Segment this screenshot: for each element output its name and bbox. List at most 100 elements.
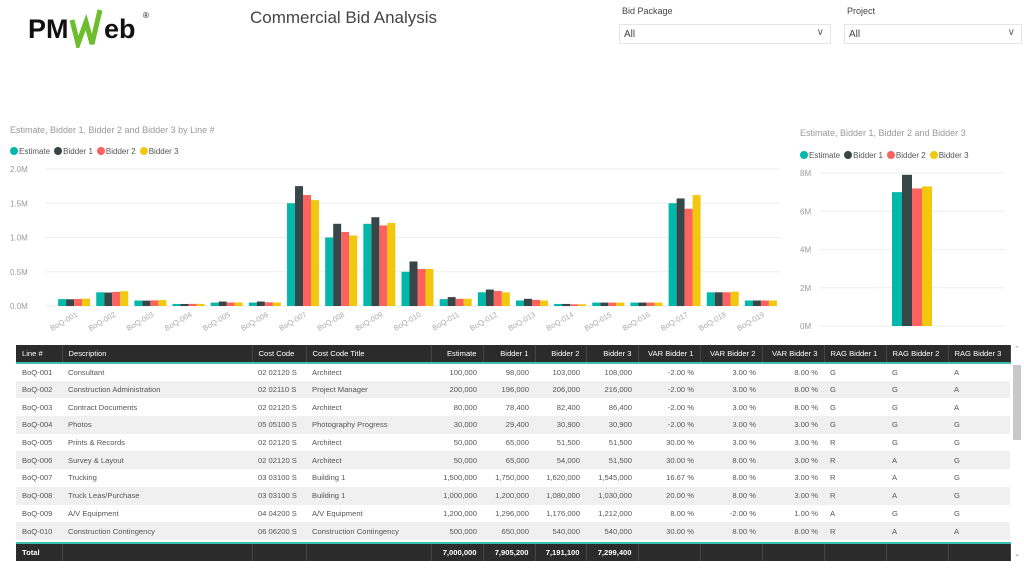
column-header[interactable]: Estimate xyxy=(431,345,484,364)
table-cell: BoQ-009 xyxy=(22,508,53,518)
table-cell: A/V Equipment xyxy=(312,508,363,518)
table-row[interactable]: BoQ-005 Prints & Records 02 02120 S Archite… xyxy=(16,434,1010,452)
bid-package-label: Bid Package xyxy=(622,6,673,16)
scroll-up-icon[interactable]: ⌃ xyxy=(1014,345,1020,353)
table-scrollbar[interactable]: ⌃ xyxy=(1012,345,1022,563)
table-cell: 8.00 % xyxy=(670,508,694,518)
table-cell: 03 03100 S xyxy=(258,473,297,483)
table-row[interactable]: BoQ-010 Construction Contingency 06 06200 … xyxy=(16,522,1010,540)
table-cell: 03 03100 S xyxy=(252,486,306,505)
column-header[interactable]: Bidder 3 xyxy=(586,345,639,364)
bar-estimate xyxy=(134,300,143,306)
column-header[interactable]: VAR Bidder 2 xyxy=(700,345,763,364)
y-tick-label: 0M xyxy=(800,322,811,331)
table-cell: 3.00 % xyxy=(794,473,818,483)
table-row[interactable]: BoQ-001 Consultant 02 02120 S Architect 100,… xyxy=(16,363,1010,381)
table-cell: BoQ-006 xyxy=(16,451,62,470)
column-header[interactable]: Description xyxy=(62,345,253,364)
bar-bidder-3 xyxy=(234,302,243,306)
legend-estimate: Estimate xyxy=(800,151,840,160)
table-cell: 3.00 % xyxy=(732,402,756,412)
project-dropdown[interactable]: All ∨ xyxy=(844,24,1022,44)
table-cell: Trucking xyxy=(68,473,97,483)
table-cell: 108,000 xyxy=(604,367,632,377)
table-cell: G xyxy=(892,438,898,448)
table-cell: 50,000 xyxy=(453,438,477,448)
table-cell: 3.00 % xyxy=(794,438,818,448)
x-tick-label: BoQ-013 xyxy=(506,310,537,333)
total-cell xyxy=(700,541,763,561)
column-header[interactable]: VAR Bidder 3 xyxy=(762,345,825,364)
bar-estimate xyxy=(287,203,296,306)
column-header[interactable]: RAG Bidder 3 xyxy=(948,345,1011,364)
table-row[interactable]: BoQ-002 Construction Administration 02 021… xyxy=(16,380,1010,399)
table-cell: Architect xyxy=(306,451,431,470)
table-cell: 02 02110 S xyxy=(252,380,306,399)
table-row[interactable]: BoQ-004 Photos 05 05100 S Photography Progr… xyxy=(16,416,1010,434)
bar-bidder-3 xyxy=(349,235,358,306)
table-cell: 30.00 % xyxy=(666,438,694,448)
bar-bidder-3 xyxy=(539,300,548,306)
column-header[interactable]: Bidder 2 xyxy=(535,345,587,364)
table-cell: BoQ-004 xyxy=(16,416,62,434)
bid-package-dropdown[interactable]: All ∨ xyxy=(619,24,831,44)
table-row[interactable]: BoQ-007 Trucking 03 03100 S Building 1 1,500… xyxy=(16,469,1010,487)
bar-bidder-3 xyxy=(654,302,663,306)
table-row[interactable]: BoQ-008 Truck Leas/Purchase 03 03100 S Buil… xyxy=(16,486,1010,505)
table-cell: 103,000 xyxy=(552,367,580,377)
column-header[interactable]: Cost Code Title xyxy=(306,345,432,364)
column-header[interactable]: RAG Bidder 2 xyxy=(886,345,949,364)
table-cell: -2.00 % xyxy=(638,380,700,399)
column-header[interactable]: Line # xyxy=(16,345,63,364)
column-header[interactable]: RAG Bidder 1 xyxy=(824,345,887,364)
table-cell: 02 02120 S xyxy=(258,438,297,448)
bar-bidder-2 xyxy=(760,300,769,306)
bar-bidder-3 xyxy=(82,298,91,306)
table-cell: A xyxy=(886,486,948,505)
table-cell: 30.00 % xyxy=(638,451,700,470)
scroll-down-icon[interactable]: ⌄ xyxy=(1014,550,1020,558)
table-cell: 206,000 xyxy=(535,380,586,399)
total-cell xyxy=(306,541,432,561)
column-header[interactable]: Bidder 1 xyxy=(483,345,536,364)
table-cell: 54,000 xyxy=(535,451,586,470)
table-cell: 82,400 xyxy=(556,402,580,412)
column-header[interactable]: Cost Code xyxy=(252,345,307,364)
table-cell: 8.00 % xyxy=(732,473,756,483)
bar-estimate xyxy=(58,299,67,306)
table-cell: 3.00 % xyxy=(762,416,824,434)
bar-estimate xyxy=(172,303,181,306)
bar-bidder-2 xyxy=(303,195,312,306)
table-cell: 30,900 xyxy=(535,416,586,434)
legend-bidder-2: Bidder 2 xyxy=(96,147,136,156)
table-cell: Contract Documents xyxy=(68,402,138,412)
table-cell: 98,000 xyxy=(505,367,529,377)
table-cell: 8.00 % xyxy=(762,522,824,540)
table-cell: Building 1 xyxy=(306,486,431,505)
table-cell: -2.00 % xyxy=(638,416,700,434)
table-cell: 8.00 % xyxy=(762,380,824,399)
scrollbar-thumb[interactable] xyxy=(1013,365,1021,440)
bar-bidder-2 xyxy=(646,302,655,306)
table-cell: G xyxy=(948,451,1010,470)
table-cell: 1,620,000 xyxy=(546,473,580,483)
bar-bidder-2 xyxy=(188,303,197,306)
bar-bidder-1 xyxy=(714,292,723,306)
table-cell: G xyxy=(892,402,898,412)
bar-bidder-3 xyxy=(158,300,167,306)
table-cell: 05 05100 S xyxy=(252,416,306,434)
table-cell: Truck Leas/Purchase xyxy=(62,486,252,505)
bar-bidder-3 xyxy=(196,303,205,306)
table-cell: 1,200,000 xyxy=(443,508,477,518)
bar-bidder-3 xyxy=(578,304,587,306)
column-header[interactable]: VAR Bidder 1 xyxy=(638,345,701,364)
table-cell: -2.00 % xyxy=(667,367,694,377)
table-row[interactable]: BoQ-006 Survey & Layout 02 02120 S Architec… xyxy=(16,451,1010,470)
table-cell: 8.00 % xyxy=(794,402,818,412)
table-cell: 1,176,000 xyxy=(546,508,580,518)
bar-bidder-3 xyxy=(387,222,396,306)
table-cell: G xyxy=(892,367,898,377)
y-tick-label: 4M xyxy=(800,246,811,255)
table-row[interactable]: BoQ-009 A/V Equipment 04 04200 S A/V Equipm… xyxy=(16,505,1010,523)
table-row[interactable]: BoQ-003 Contract Documents 02 02120 S Archi… xyxy=(16,398,1010,416)
